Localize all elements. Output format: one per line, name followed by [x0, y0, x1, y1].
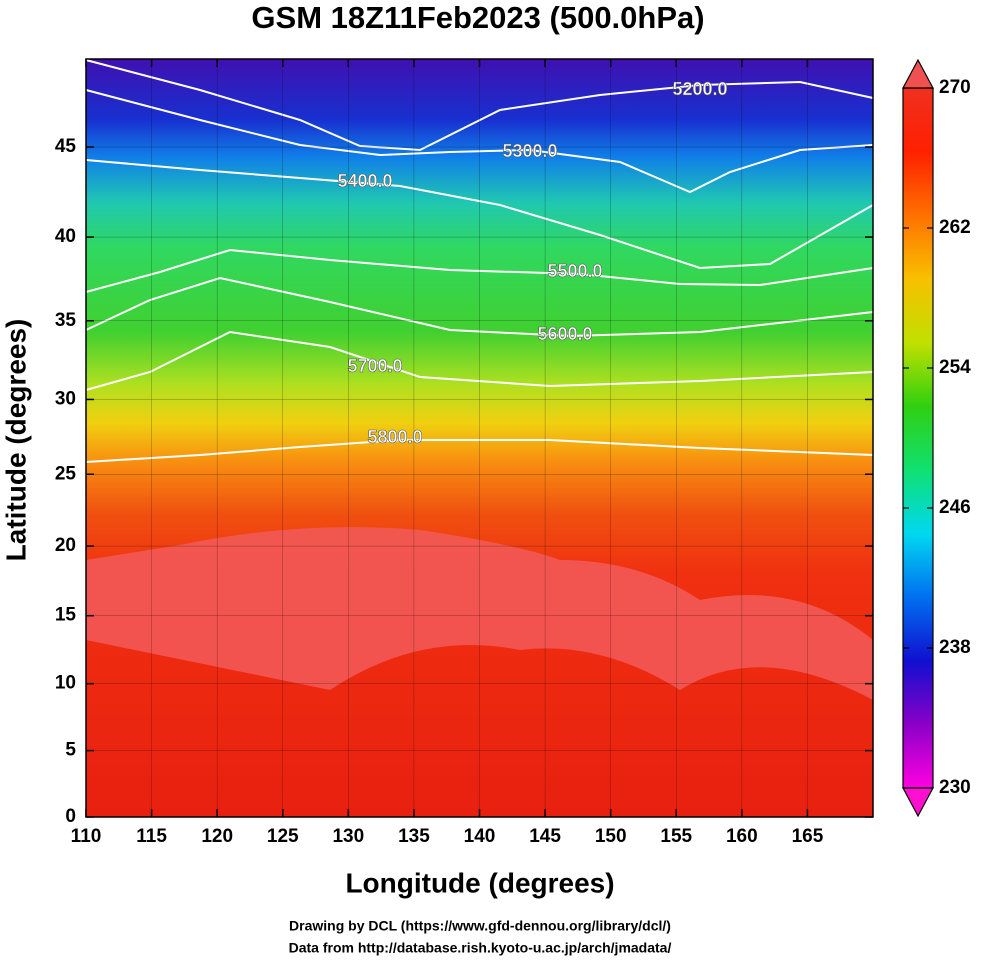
- y-tick-label: 10: [55, 673, 76, 694]
- colorbar: [902, 87, 934, 789]
- contour-label: 5200.0: [672, 79, 727, 99]
- x-axis-label: Longitude (degrees): [345, 867, 614, 898]
- x-tick-label: 145: [529, 826, 561, 847]
- x-tick-label: 120: [201, 826, 233, 847]
- x-tick-label: 115: [136, 826, 167, 847]
- y-tick-label: 40: [55, 226, 76, 247]
- contour-line: [85, 248, 874, 293]
- y-tick-label: 25: [55, 463, 77, 484]
- contour-label: 5500.0: [547, 261, 602, 281]
- credit: Drawing by DCL (https://www.gfd-dennou.o…: [289, 918, 671, 934]
- x-tick-label: 130: [332, 826, 364, 847]
- colorbar-over: [901, 58, 935, 89]
- y-tick-label: 30: [55, 388, 76, 409]
- contour-label: 5400.0: [337, 171, 392, 191]
- colorbar-tick-label: 254: [939, 357, 971, 378]
- x-tick-label: 110: [71, 826, 102, 847]
- chart-title: GSM 18Z11Feb2023 (500.0hPa): [251, 0, 704, 35]
- x-tick-label: 140: [464, 826, 496, 847]
- x-tick-label: 155: [660, 826, 692, 847]
- colorbar-tick-label: 246: [939, 497, 971, 518]
- colorbar-tick-label: 270: [939, 77, 971, 98]
- y-tick-label: 35: [55, 310, 77, 331]
- y-tick-label: 5: [65, 740, 76, 761]
- x-tick-label: 125: [267, 826, 299, 847]
- y-tick-label: 15: [55, 605, 77, 626]
- y-tick-label: 20: [55, 535, 76, 556]
- colorbar-tick-label: 238: [939, 637, 971, 658]
- contour-line: [85, 89, 874, 194]
- y-tick-label: 0: [65, 806, 76, 827]
- contour-label: 5700.0: [347, 356, 402, 376]
- contour-line: [85, 159, 874, 270]
- contour-line: [85, 330, 874, 391]
- contour-label: 5800.0: [367, 427, 422, 447]
- y-tick-label: 45: [55, 136, 77, 157]
- colorbar-tick-label: 262: [939, 217, 971, 238]
- x-tick-label: 150: [595, 826, 627, 847]
- contour-line: [85, 439, 874, 463]
- x-tick-label: 160: [726, 826, 758, 847]
- colorbar-tick-label: 230: [939, 777, 971, 798]
- contour-label: 5600.0: [537, 324, 592, 344]
- x-tick-label: 165: [792, 826, 824, 847]
- contour-label: 5300.0: [502, 141, 557, 161]
- x-tick-label: 135: [398, 826, 430, 847]
- y-axis-label: Latitude (degrees): [0, 319, 31, 562]
- contour-line: [85, 276, 874, 338]
- colorbar-under: [901, 787, 935, 818]
- contour-line: [85, 59, 874, 152]
- credit: Data from http://database.rish.kyoto-u.a…: [289, 940, 672, 956]
